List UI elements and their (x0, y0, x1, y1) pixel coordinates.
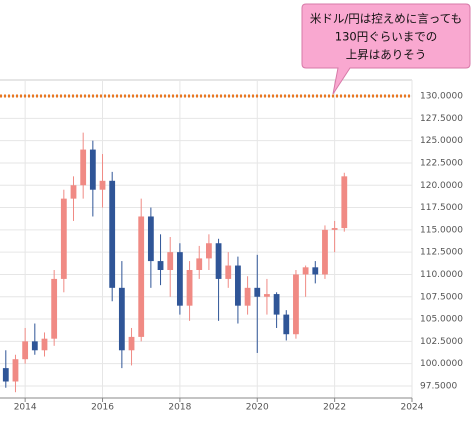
y-tick-label: 112.5000 (420, 248, 463, 258)
candle-body (167, 252, 174, 270)
x-tick-label: 2018 (168, 403, 191, 413)
candle-body (118, 287, 125, 351)
candle-body (51, 278, 58, 339)
x-tick-label: 2014 (14, 403, 37, 413)
candle-body (273, 294, 280, 315)
candle-body (215, 243, 222, 279)
candle-body (80, 149, 87, 186)
candle-body (293, 274, 299, 335)
annotation-line: 130円ぐらいまでの (335, 30, 437, 44)
y-tick-label: 130.0000 (420, 92, 463, 102)
y-tick-label: 110.0000 (420, 270, 463, 280)
y-tick-label: 100.0000 (420, 359, 463, 369)
y-tick-label: 120.0000 (420, 181, 463, 191)
candle-body (186, 269, 193, 306)
annotation-line: 上昇はありそう (346, 48, 427, 62)
candle-body (322, 229, 328, 275)
x-tick-label: 2022 (323, 403, 346, 413)
x-tick-label: 2016 (91, 403, 114, 413)
candle-body (206, 243, 212, 259)
y-tick-label: 115.0000 (420, 225, 463, 235)
x-tick-label: 2024 (401, 403, 424, 413)
candle-body (60, 198, 67, 279)
candle-body (12, 359, 19, 382)
plot-area: 97.5000 100.0000 102.5000 105.0000 107.5000 1… (0, 79, 463, 413)
candle-body (157, 261, 164, 270)
y-tick-label: 122.5000 (420, 158, 463, 168)
annotation-line: 米ドル/円は控えめに言っても (310, 12, 462, 26)
candle-body (196, 258, 203, 270)
candle-body (41, 338, 48, 351)
candle-body (331, 228, 338, 230)
y-tick-label: 105.0000 (420, 315, 463, 325)
x-tick-label: 2020 (246, 403, 269, 413)
candle-body (147, 216, 154, 262)
candle-body (244, 287, 251, 306)
candle-body (109, 180, 116, 288)
candle-body (31, 341, 38, 351)
candle-body (341, 176, 348, 229)
candle-body (302, 267, 309, 275)
candle-body (128, 336, 135, 351)
y-tick-label: 102.5000 (420, 337, 463, 347)
candle-body (99, 180, 106, 190)
y-tick-label: 125.0000 (420, 136, 463, 146)
candle-body (138, 216, 145, 337)
candle-body (70, 185, 77, 199)
candle-body (176, 252, 183, 306)
candle-body (225, 265, 232, 279)
callout-box (301, 3, 471, 95)
candle-body (235, 265, 241, 306)
y-tick-label: 117.5000 (420, 203, 463, 213)
candle-body (2, 368, 9, 382)
candle-body (89, 149, 96, 190)
y-tick-label: 97.5000 (420, 381, 457, 391)
candle-body (264, 294, 270, 297)
candle-body (22, 341, 29, 360)
candle-body (254, 287, 261, 297)
y-tick-label: 127.5000 (420, 114, 463, 124)
y-tick-label: 107.5000 (420, 292, 463, 302)
candle-body (312, 267, 319, 275)
candle-body (283, 314, 290, 335)
